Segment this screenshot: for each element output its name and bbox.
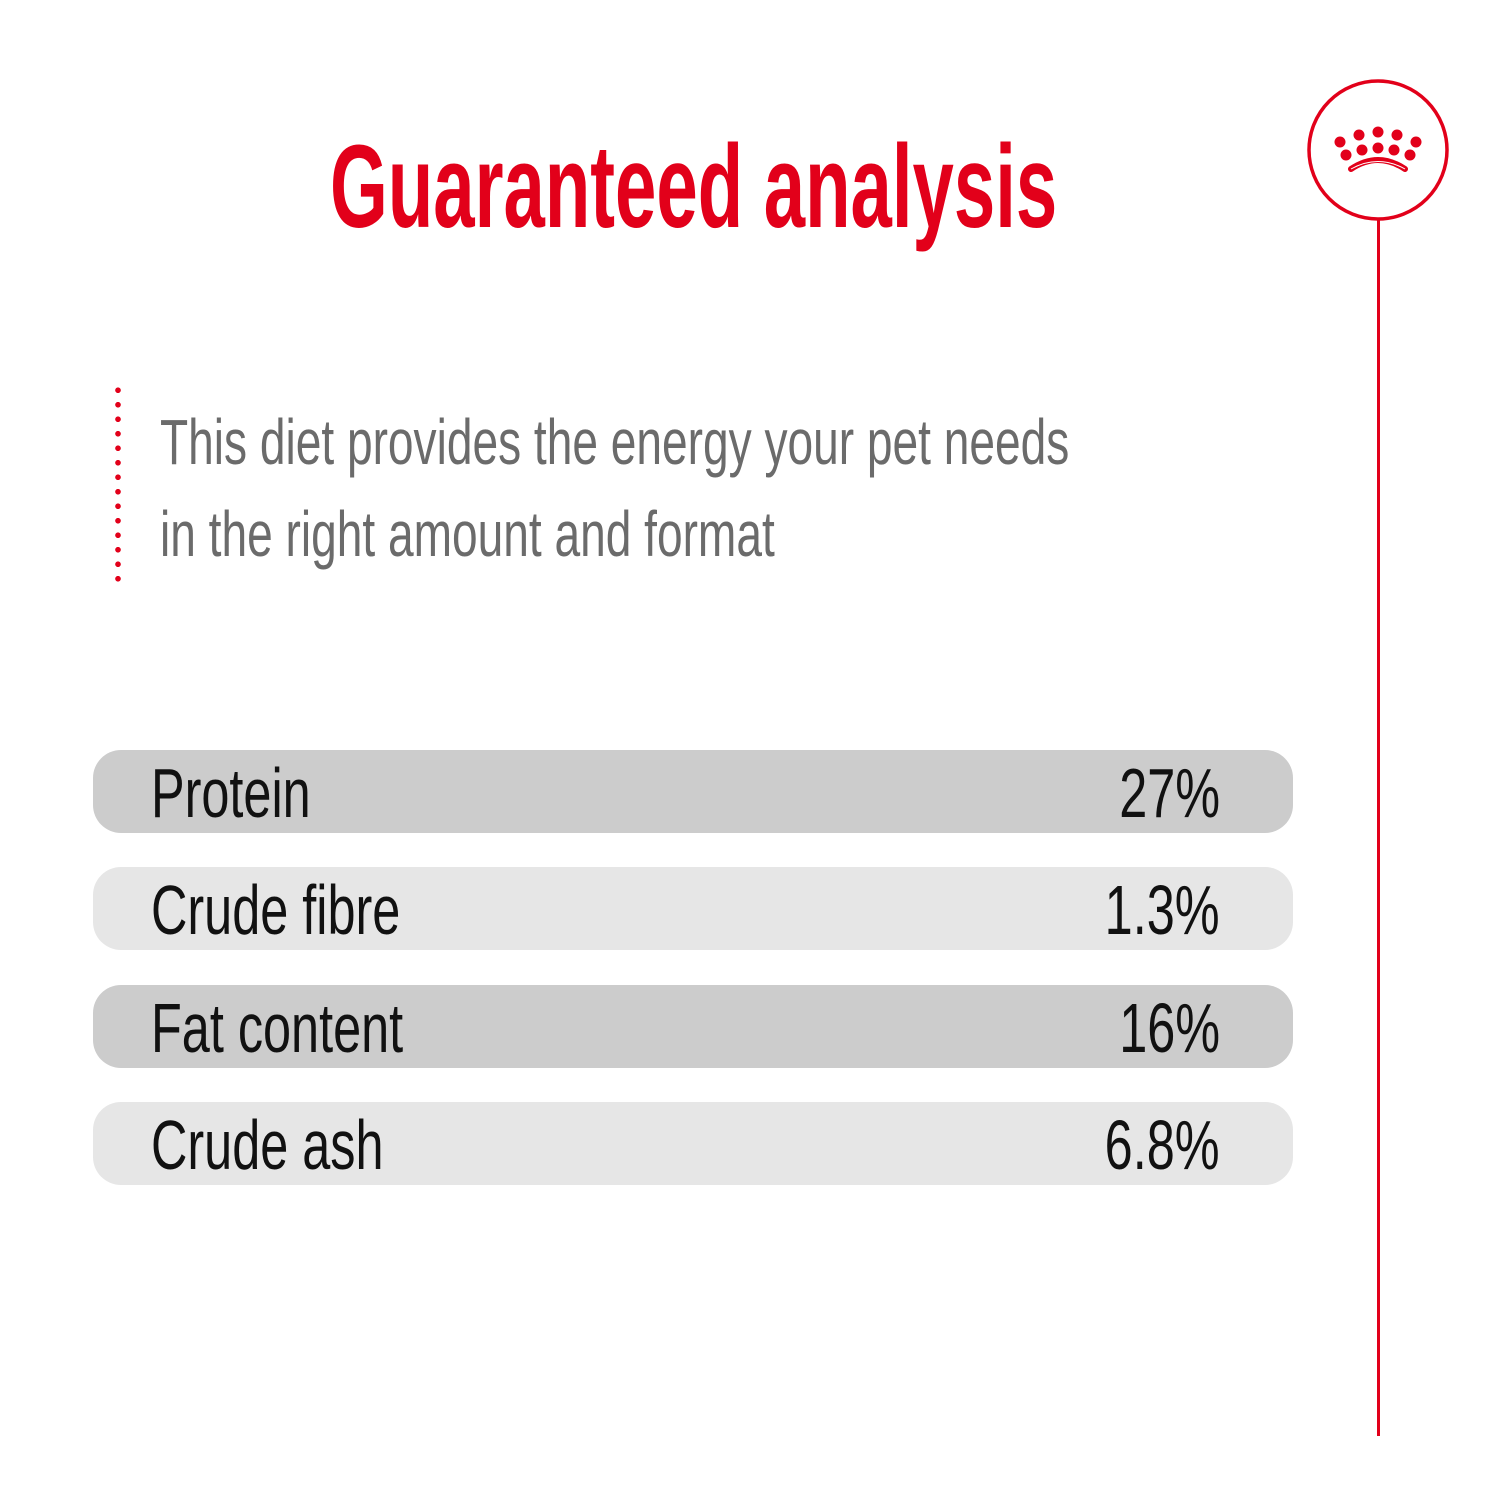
vertical-red-line	[1377, 219, 1380, 1436]
nutrient-value: 6.8%	[1105, 1106, 1220, 1184]
page-title: Guaranteed analysis	[330, 121, 1058, 253]
nutrient-row-protein: Protein 27%	[93, 750, 1293, 833]
nutrient-label: Crude fibre	[151, 871, 401, 949]
description-line-2: in the right amount and format	[160, 498, 775, 570]
nutrient-row-crude-ash: Crude ash 6.8%	[93, 1102, 1293, 1185]
nutrient-label: Crude ash	[151, 1106, 384, 1184]
crown-icon	[1307, 79, 1449, 221]
nutrient-value: 27%	[1119, 754, 1220, 832]
nutrient-row-fat-content: Fat content 16%	[93, 985, 1293, 1068]
nutrient-value: 16%	[1119, 989, 1220, 1067]
nutrient-value: 1.3%	[1105, 871, 1220, 949]
nutrient-label: Protein	[151, 754, 311, 832]
dotted-divider	[115, 383, 121, 589]
nutrient-row-crude-fibre: Crude fibre 1.3%	[93, 867, 1293, 950]
description-line-1: This diet provides the energy your pet n…	[160, 406, 1070, 478]
nutrient-label: Fat content	[151, 989, 404, 1067]
